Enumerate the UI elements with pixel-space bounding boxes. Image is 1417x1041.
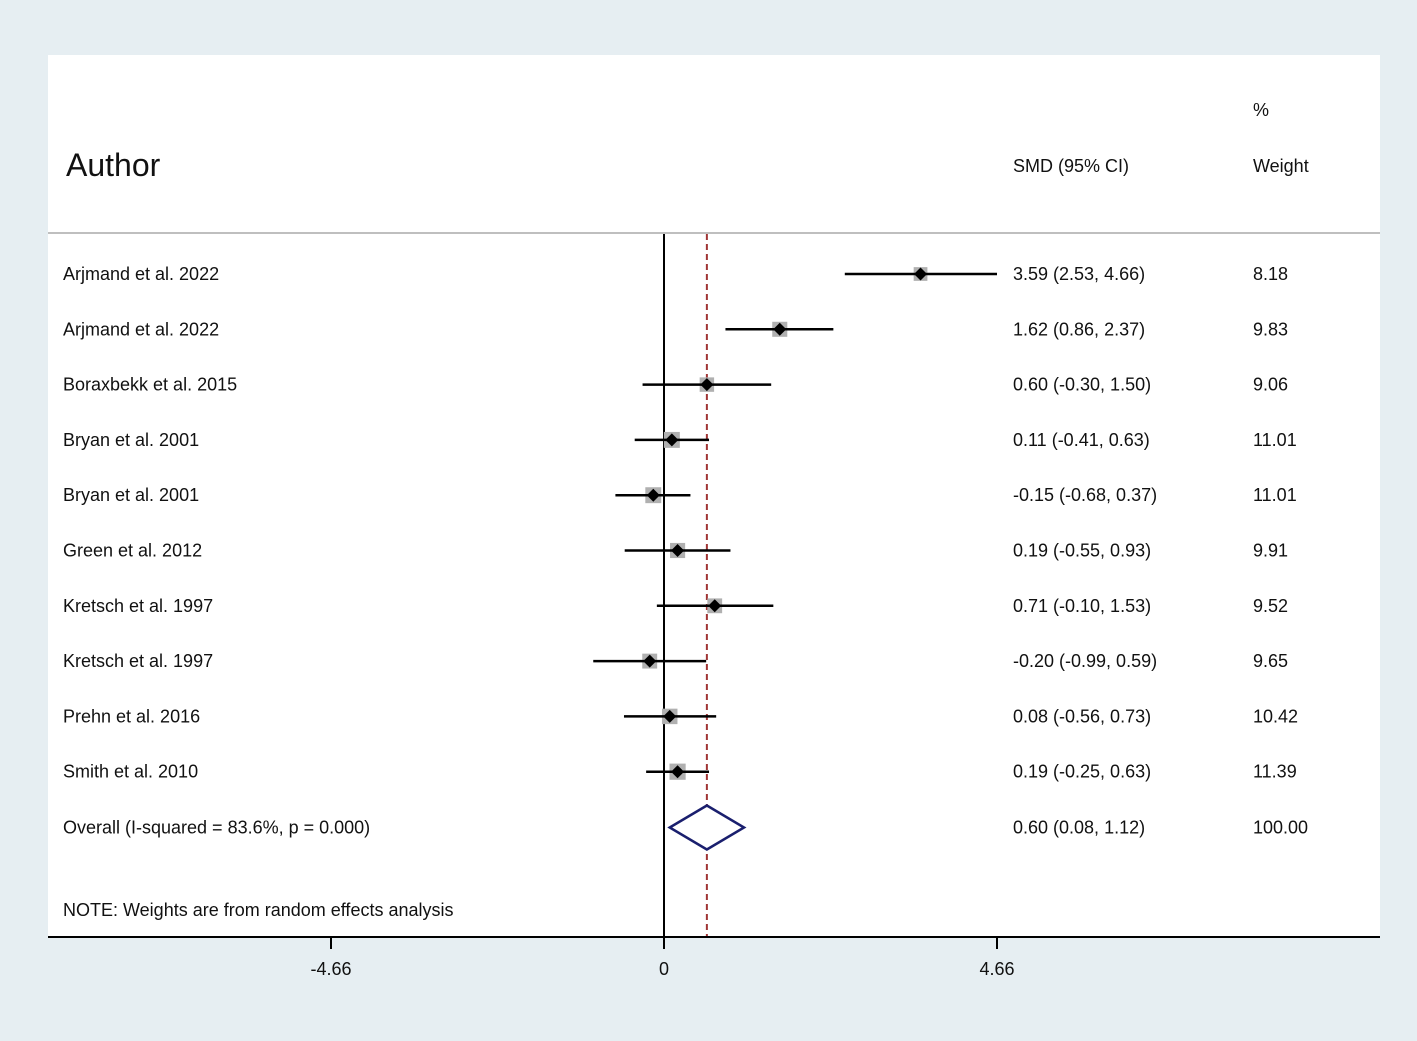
- effect-ci-label: 1.62 (0.86, 2.37): [1013, 319, 1145, 339]
- effect-ci-label: 0.71 (-0.10, 1.53): [1013, 596, 1151, 616]
- effect-ci-label: 0.19 (-0.25, 0.63): [1013, 762, 1151, 782]
- weight-label: 11.01: [1253, 430, 1297, 450]
- point-estimate: [671, 544, 685, 557]
- study-label: Smith et al. 2010: [63, 762, 198, 782]
- study-label: Boraxbekk et al. 2015: [63, 375, 237, 395]
- overall-label: Overall (I-squared = 83.6%, p = 0.000): [63, 818, 370, 838]
- study-label: Bryan et al. 2001: [63, 485, 199, 505]
- study-row: Green et al. 2012 0.19 (-0.55, 0.93) 9.91: [63, 541, 1288, 561]
- weight-label: 11.01: [1253, 485, 1297, 505]
- author-header: Author: [66, 147, 161, 183]
- x-tick-label: 4.66: [979, 959, 1014, 979]
- study-row: Kretsch et al. 1997 0.71 (-0.10, 1.53) 9.5…: [63, 596, 1288, 616]
- point-estimate: [671, 765, 685, 779]
- overall-weight-label: 100.00: [1253, 818, 1308, 838]
- overall-row: Overall (I-squared = 83.6%, p = 0.000) 0.…: [63, 804, 1308, 851]
- study-label: Bryan et al. 2001: [63, 430, 199, 450]
- study-row: Smith et al. 2010 0.19 (-0.25, 0.63) 11.39: [63, 762, 1297, 782]
- weight-label: 9.91: [1253, 541, 1288, 561]
- weight-label: 9.65: [1253, 651, 1288, 671]
- study-label: Green et al. 2012: [63, 541, 202, 561]
- weight-label: 11.39: [1253, 762, 1297, 782]
- point-estimate: [646, 488, 660, 502]
- effect-ci-label: -0.20 (-0.99, 0.59): [1013, 651, 1157, 671]
- weight-label: 9.06: [1253, 375, 1288, 395]
- study-row: Arjmand et al. 2022 3.59 (2.53, 4.66) 8.18: [63, 264, 1288, 284]
- study-label: Kretsch et al. 1997: [63, 651, 213, 671]
- weight-header-percent: %: [1253, 100, 1269, 120]
- footnote: NOTE: Weights are from random effects an…: [63, 900, 453, 920]
- study-label: Arjmand et al. 2022: [63, 264, 219, 284]
- study-label: Arjmand et al. 2022: [63, 319, 219, 339]
- point-estimate: [700, 378, 714, 392]
- effect-ci-label: 0.19 (-0.55, 0.93): [1013, 541, 1151, 561]
- effect-header: SMD (95% CI): [1013, 156, 1129, 176]
- point-estimate: [708, 599, 722, 613]
- point-estimate: [773, 322, 787, 336]
- weight-label: 10.42: [1253, 706, 1298, 726]
- study-label: Prehn et al. 2016: [63, 706, 200, 726]
- x-tick-label: 0: [659, 959, 669, 979]
- study-row: Boraxbekk et al. 2015 0.60 (-0.30, 1.50) 9…: [63, 375, 1288, 395]
- effect-ci-label: 0.08 (-0.56, 0.73): [1013, 706, 1151, 726]
- effect-ci-label: 3.59 (2.53, 4.66): [1013, 264, 1145, 284]
- study-row: Bryan et al. 2001 -0.15 (-0.68, 0.37) 11.0…: [63, 485, 1297, 505]
- x-axis-ticks: -4.66 0 4.66: [310, 937, 1015, 979]
- study-row: Kretsch et al. 1997 -0.20 (-0.99, 0.59) 9.…: [63, 651, 1288, 671]
- weight-label: 9.83: [1253, 319, 1288, 339]
- x-tick-label: -4.66: [310, 959, 351, 979]
- study-rows: Arjmand et al. 2022 3.59 (2.53, 4.66) 8.18…: [63, 234, 1308, 937]
- overall-diamond: [667, 804, 747, 851]
- overall-ci-label: 0.60 (0.08, 1.12): [1013, 818, 1145, 838]
- weight-label: 8.18: [1253, 264, 1288, 284]
- point-estimate: [665, 433, 679, 447]
- plot-panel: [48, 55, 1380, 936]
- study-label: Kretsch et al. 1997: [63, 596, 213, 616]
- effect-ci-label: 0.11 (-0.41, 0.63): [1013, 430, 1150, 450]
- point-estimate: [663, 709, 677, 723]
- point-estimate: [643, 654, 657, 668]
- weight-header: Weight: [1253, 156, 1309, 176]
- effect-ci-label: 0.60 (-0.30, 1.50): [1013, 375, 1151, 395]
- study-row: Prehn et al. 2016 0.08 (-0.56, 0.73) 10.42: [63, 706, 1298, 726]
- effect-ci-label: -0.15 (-0.68, 0.37): [1013, 485, 1157, 505]
- weight-label: 9.52: [1253, 596, 1288, 616]
- study-row: Arjmand et al. 2022 1.62 (0.86, 2.37) 9.83: [63, 319, 1288, 339]
- point-estimate: [914, 267, 928, 281]
- study-row: Bryan et al. 2001 0.11 (-0.41, 0.63) 11.01: [63, 430, 1297, 450]
